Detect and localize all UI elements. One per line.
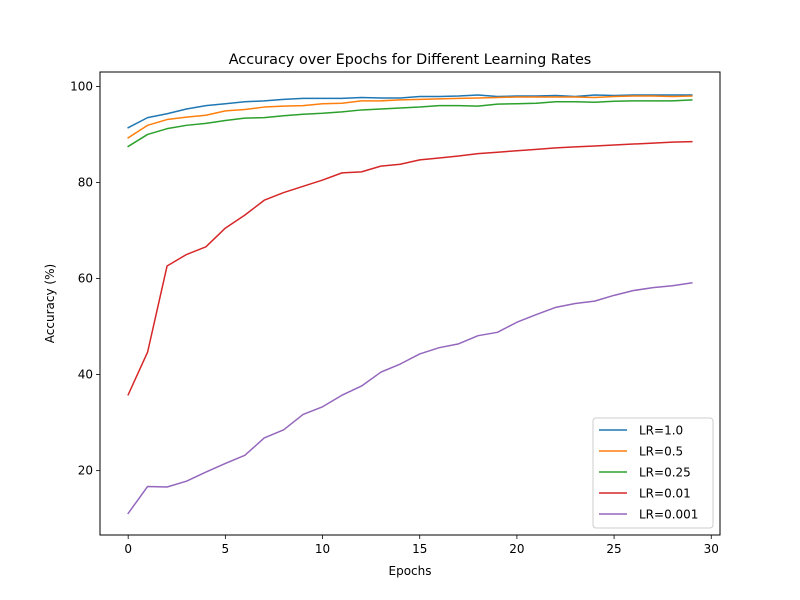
x-tick-label: 20 [509, 542, 524, 556]
legend-label: LR=0.25 [639, 466, 691, 480]
y-tick-label: 40 [78, 368, 93, 382]
legend-box [592, 417, 714, 529]
x-tick-label: 0 [124, 542, 132, 556]
y-tick-label: 100 [70, 79, 93, 93]
legend-label: LR=0.5 [639, 445, 683, 459]
legend-label: LR=1.0 [639, 424, 683, 438]
chart-title: Accuracy over Epochs for Different Learn… [229, 52, 592, 68]
y-tick-label: 80 [78, 175, 93, 189]
x-axis: 0 5 10 15 20 25 30 [124, 535, 719, 556]
legend-label: LR=0.01 [639, 487, 691, 501]
series-line-4 [127, 140, 693, 396]
y-tick-label: 60 [78, 272, 93, 286]
legend-label: LR=0.001 [639, 508, 698, 522]
x-tick-label: 5 [222, 542, 230, 556]
series-line-2 [127, 95, 693, 139]
x-tick-label: 25 [606, 542, 621, 556]
x-tick-label: 30 [704, 542, 719, 556]
x-tick-label: 10 [315, 542, 330, 556]
x-tick-label: 15 [412, 542, 427, 556]
series-line-1 [127, 94, 693, 129]
y-axis-label: Accuracy (%) [43, 264, 57, 343]
y-axis: 20 40 60 80 100 [70, 79, 100, 478]
y-tick-label: 20 [78, 464, 93, 478]
series-lines [127, 94, 693, 515]
plot-area [99, 71, 721, 536]
series-line-3 [127, 99, 693, 148]
x-axis-label: Epochs [389, 564, 432, 578]
legend: LR=1.0 LR=0.5 LR=0.25 LR=0.01 LR=0.001 [592, 417, 714, 529]
series-line-5 [127, 281, 693, 515]
